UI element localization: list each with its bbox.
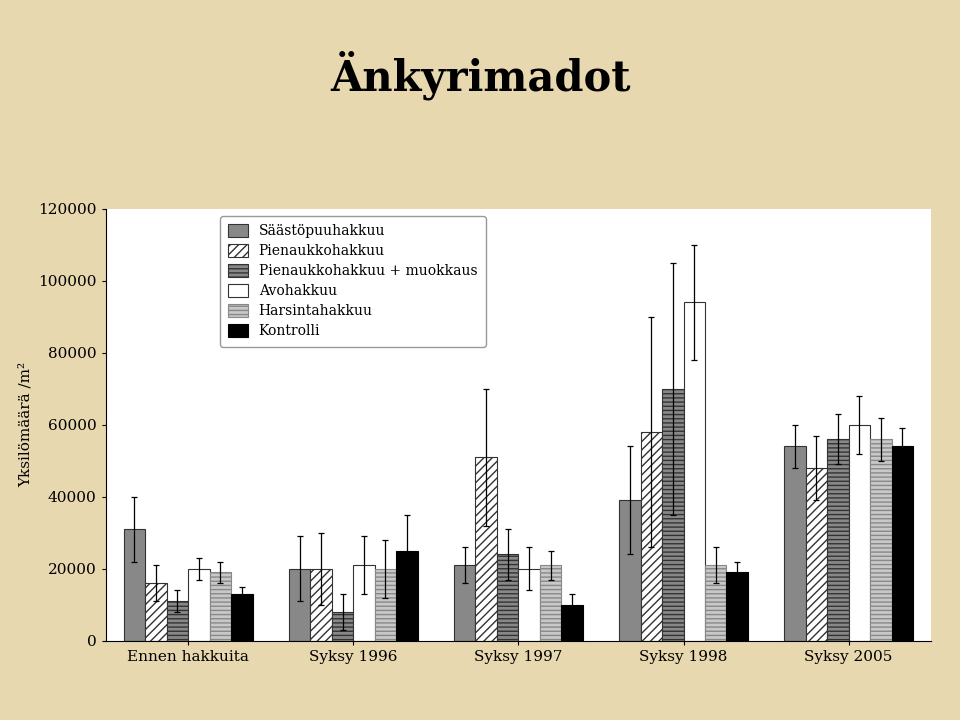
Bar [497, 554, 518, 641]
Bar [188, 569, 209, 641]
Bar [289, 569, 310, 641]
Bar [892, 446, 913, 641]
Bar [684, 302, 705, 641]
Legend: Säästöpuuhakkuu, Pienaukkohakkuu, Pienaukkohakkuu + muokkaus, Avohakkuu, Harsint: Säästöpuuhakkuu, Pienaukkohakkuu, Pienau… [220, 216, 486, 346]
Bar [310, 569, 332, 641]
Bar [870, 439, 892, 641]
Bar [518, 569, 540, 641]
Bar [475, 457, 497, 641]
Bar [849, 425, 870, 641]
Bar [353, 565, 374, 641]
Bar [454, 565, 475, 641]
Bar [167, 601, 188, 641]
Bar [784, 446, 805, 641]
Bar [705, 565, 727, 641]
Bar [562, 605, 583, 641]
Bar [145, 583, 167, 641]
Bar [209, 572, 231, 641]
Bar [332, 612, 353, 641]
Bar [619, 500, 640, 641]
Bar [540, 565, 562, 641]
Bar [727, 572, 748, 641]
Bar [396, 551, 418, 641]
Bar [805, 468, 828, 641]
Bar [828, 439, 849, 641]
Text: Änkyrimadot: Änkyrimadot [329, 51, 631, 100]
Bar [124, 529, 145, 641]
Bar [374, 569, 396, 641]
Bar [662, 389, 684, 641]
Y-axis label: Yksilömäärä /m²: Yksilömäärä /m² [18, 362, 33, 487]
Bar [231, 594, 252, 641]
Bar [640, 432, 662, 641]
